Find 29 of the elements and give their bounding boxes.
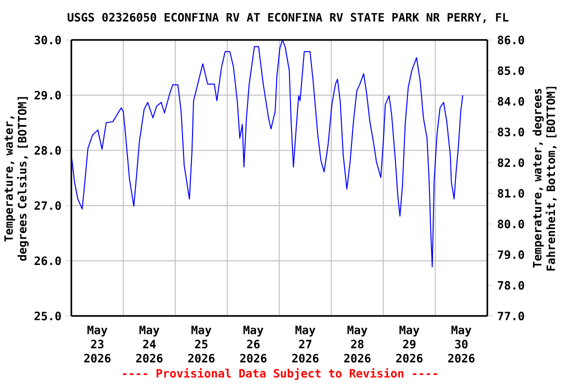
x-tick-label: May 27 2026 (292, 326, 319, 363)
y-tick-label: 25.0 (34, 312, 61, 320)
y2-tick-label: 85.0 (498, 66, 524, 75)
y2-tick-label: 86.0 (498, 36, 524, 44)
text: ---- Provisional Data Subject to Revision ---- (122, 368, 438, 380)
y-tick-label: 30.0 (34, 36, 61, 44)
x-tick-label: May 25 2026 (188, 326, 215, 363)
x-tick-label: May 24 2026 (136, 326, 163, 363)
y-tick-label: 28.0 (34, 146, 61, 155)
x-tick-label: May 28 2026 (344, 326, 371, 363)
x-tick-label: May 29 2026 (396, 326, 423, 363)
y2-tick-label: 80.0 (498, 220, 524, 228)
y-tick-label: 26.0 (34, 256, 61, 266)
x-tick-label: May 26 2026 (240, 326, 267, 363)
y-tick-label: 29.0 (34, 90, 61, 100)
y2-tick-label: 79.0 (498, 250, 524, 260)
y2-tick-label: 84.0 (498, 96, 524, 106)
line-series (71, 40, 464, 268)
y2-tick-label: 81.0 (498, 188, 524, 198)
y-axis-title: Temperature, water, degrees Celsius, [BOTTOM] (4, 97, 29, 261)
x-tick-label: May 23 2026 (84, 326, 111, 363)
y2-tick-label: 78.0 (498, 280, 524, 290)
y2-tick-label: 82.0 (498, 158, 524, 167)
y2-tick-label: 77.0 (498, 312, 524, 320)
y2-axis-title: Temperature, water, degrees Fahrenheit, Bottom, [BOTTOM] (532, 86, 557, 271)
chart-title: USGS 02326050 ECONFINA RV AT ECONFINA RV STATE PARK NR PERRY, FL (68, 12, 508, 24)
y2-tick-label: 83.0 (498, 128, 524, 136)
x-tick-label: May 30 2026 (448, 326, 475, 363)
y-tick-label: 27.0 (34, 201, 61, 210)
